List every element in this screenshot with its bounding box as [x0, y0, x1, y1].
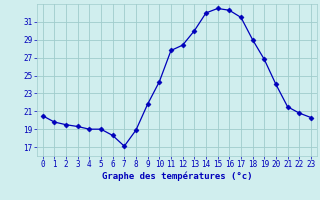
- X-axis label: Graphe des températures (°c): Graphe des températures (°c): [101, 172, 252, 181]
